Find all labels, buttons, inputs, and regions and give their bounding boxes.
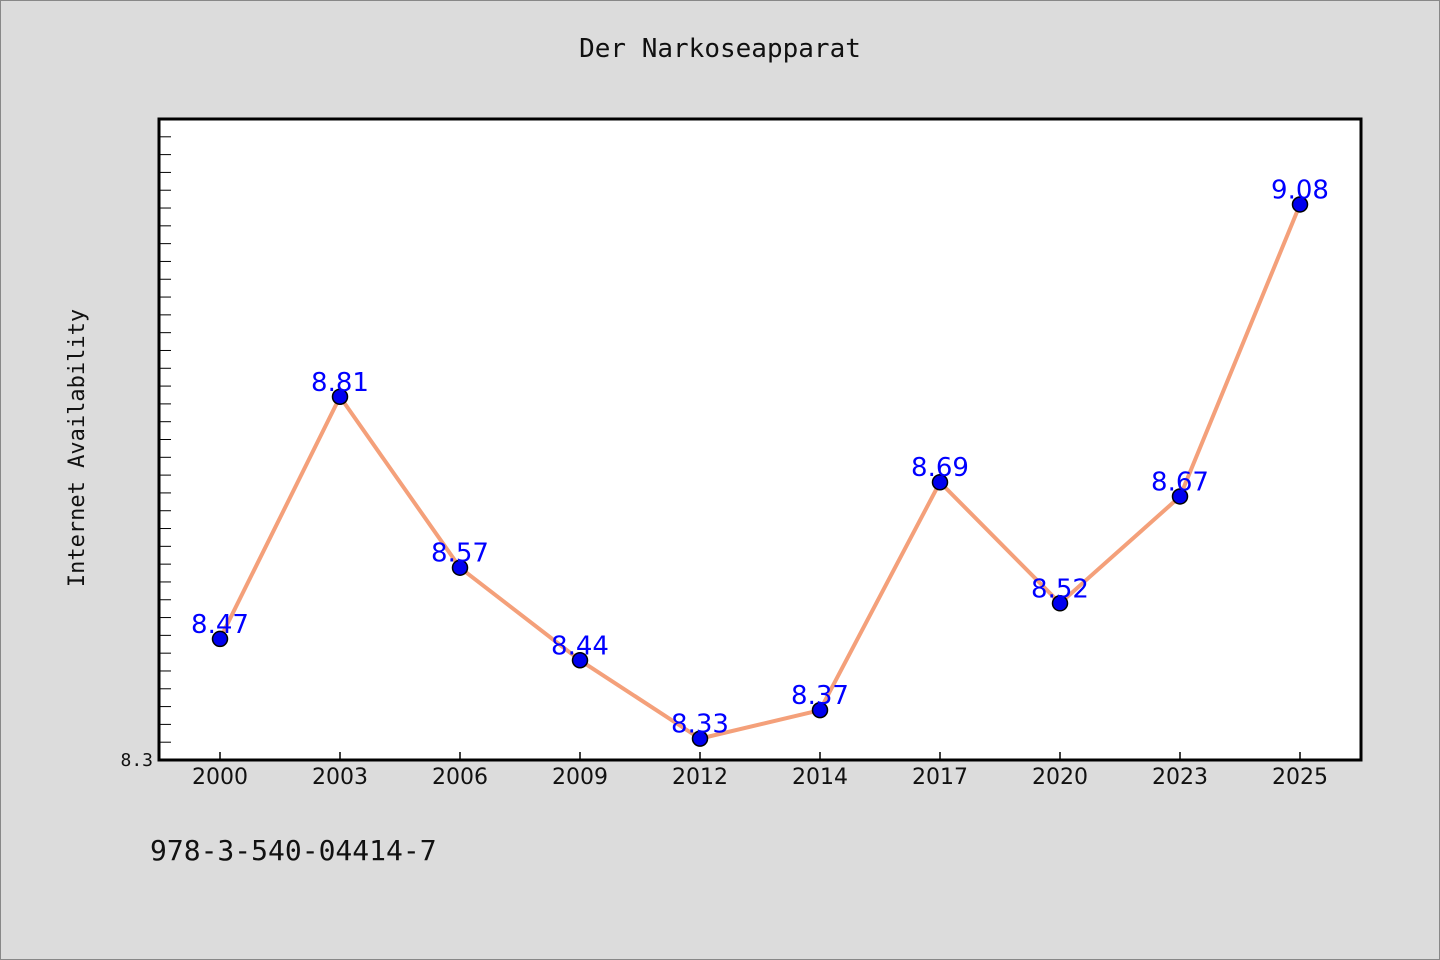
data-label: 8.37 bbox=[791, 681, 849, 711]
series-line bbox=[218, 203, 1302, 741]
x-tick-label: 2023 bbox=[1152, 765, 1208, 790]
data-point bbox=[1171, 488, 1189, 505]
data-label: 8.52 bbox=[1031, 574, 1089, 604]
x-tick-label: 2014 bbox=[792, 765, 848, 790]
y-minor-ticks bbox=[159, 136, 171, 743]
data-label: 8.33 bbox=[671, 710, 729, 740]
data-point bbox=[211, 630, 229, 648]
x-axis-ticks: 2000 2003 2006 2009 2012 2014 2017 2020 2023 2025 bbox=[192, 752, 1328, 790]
data-label: 8.47 bbox=[191, 610, 249, 640]
series-markers bbox=[211, 196, 1309, 747]
data-point bbox=[571, 652, 589, 669]
data-label: 8.69 bbox=[911, 453, 969, 483]
data-point bbox=[331, 388, 349, 406]
data-point bbox=[1051, 595, 1069, 612]
y-axis-tick-labels: 8.3 bbox=[120, 750, 153, 771]
y-tick-label: 8.3 bbox=[120, 750, 153, 771]
data-label: 9.08 bbox=[1271, 175, 1329, 205]
isbn-text: 978-3-540-04414-7 bbox=[150, 834, 437, 867]
x-tick-label: 2006 bbox=[432, 765, 488, 790]
data-point bbox=[931, 473, 949, 491]
chart-title: Der Narkoseapparat bbox=[579, 34, 861, 64]
data-label: 8.44 bbox=[551, 631, 609, 661]
data-point bbox=[1291, 196, 1309, 213]
data-label: 8.81 bbox=[311, 368, 369, 398]
x-tick-label: 2017 bbox=[912, 765, 968, 790]
data-point bbox=[451, 559, 469, 576]
x-tick-label: 2020 bbox=[1032, 765, 1088, 790]
data-label: 8.67 bbox=[1151, 467, 1209, 497]
x-tick-label: 2000 bbox=[192, 765, 248, 790]
plot-area bbox=[157, 117, 1363, 762]
data-labels: 8.47 8.81 8.57 8.44 8.33 8.37 8.69 8.52 8.67 9.08 bbox=[191, 175, 1329, 739]
y-axis-label: Internet Availability bbox=[65, 309, 90, 587]
data-point bbox=[811, 701, 829, 719]
x-tick-label: 2012 bbox=[672, 765, 728, 790]
x-tick-label: 2003 bbox=[312, 765, 368, 790]
x-tick-label: 2009 bbox=[552, 765, 608, 790]
data-label: 8.57 bbox=[431, 539, 489, 569]
x-tick-label: 2025 bbox=[1272, 765, 1328, 790]
data-point bbox=[691, 730, 709, 747]
